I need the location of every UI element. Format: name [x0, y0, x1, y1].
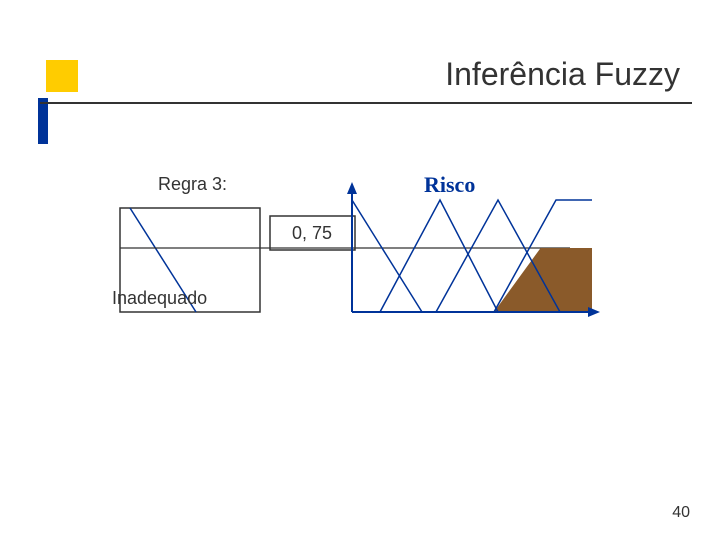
page-title: Inferência Fuzzy	[445, 56, 680, 93]
page-number: 40	[672, 504, 690, 522]
accent-square	[46, 60, 78, 92]
mf-2	[380, 200, 498, 312]
accent-bar	[38, 98, 48, 144]
title-underline	[40, 102, 692, 104]
label-regra: Regra 3:	[158, 174, 227, 195]
x-axis-arrow	[588, 307, 600, 317]
y-axis-arrow	[347, 182, 357, 194]
label-risco: Risco	[424, 172, 475, 198]
label-cut-value: 0, 75	[292, 223, 332, 244]
label-inadequado: Inadequado	[112, 288, 207, 309]
mf-1	[352, 200, 422, 312]
